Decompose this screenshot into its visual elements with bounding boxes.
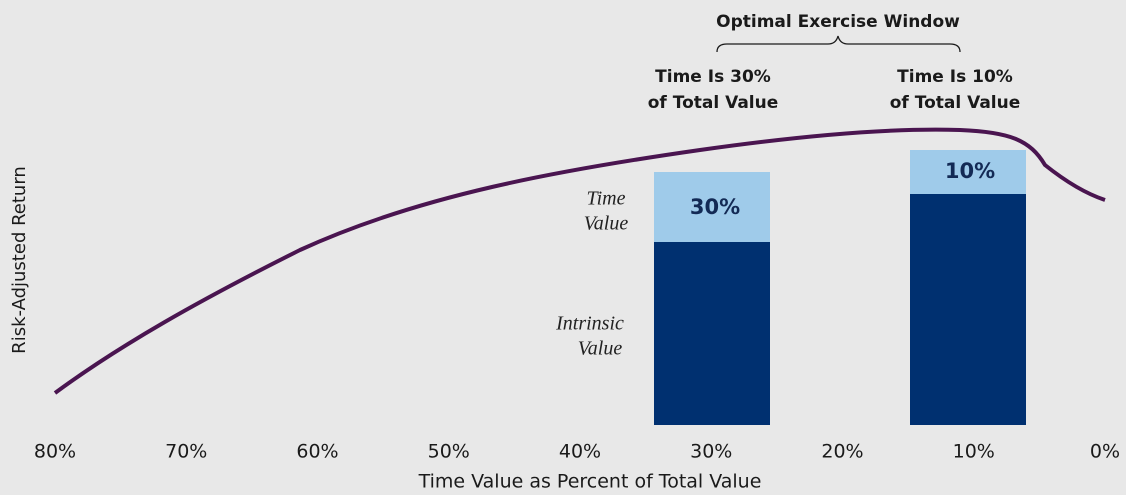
x-axis-label: Time Value as Percent of Total Value [418,471,762,493]
x-tick-label: 0% [1090,441,1120,463]
brace [716,35,961,53]
x-tick-label: 70% [165,441,207,463]
callout-line: Time Is 10% [897,67,1013,87]
x-tick-label: 40% [559,441,601,463]
intrinsic-value-segment [654,242,770,425]
x-tick-label: 60% [296,441,338,463]
time-value-segment [654,172,770,242]
x-tick-label: 80% [34,441,76,463]
segment-legend: Intrinsic [555,313,624,335]
time-value-segment [910,150,1026,194]
x-tick-label: 20% [821,441,863,463]
intrinsic-value-segment [910,194,1026,425]
callout-line: of Total Value [648,93,779,113]
x-tick-label: 50% [428,441,470,463]
callout-line: Time Is 30% [655,67,771,87]
x-tick-label: 30% [690,441,732,463]
bar-label: 10% [945,159,995,183]
return-curve [53,127,1106,395]
segment-legend: Value [578,338,623,360]
bar-label: 30% [690,195,740,219]
x-axis: 80% 70% 60% 50% 40% 30% 20% 10% 0% [34,441,1120,463]
segment-legend: Value [584,213,629,235]
x-tick-label: 10% [953,441,995,463]
segment-legend: Time [587,188,626,210]
window-title: Optimal Exercise Window [716,12,960,32]
callout-line: of Total Value [890,93,1021,113]
y-axis-label: Risk-Adjusted Return [9,166,30,354]
